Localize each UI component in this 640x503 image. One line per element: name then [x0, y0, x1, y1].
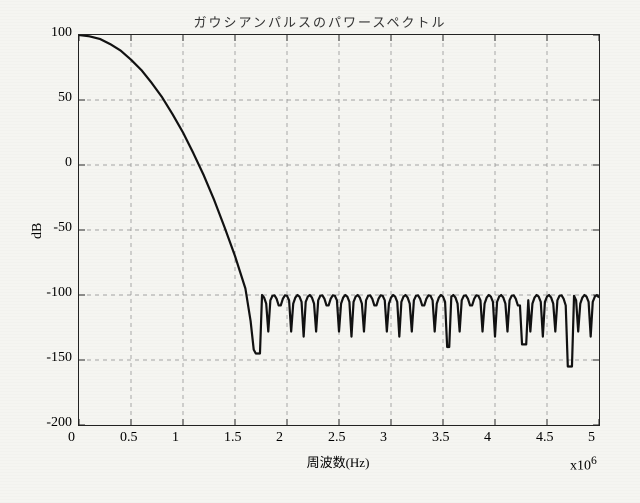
chart-title: ガウシアンパルスのパワースペクトル	[0, 12, 640, 31]
grid	[79, 35, 599, 425]
y-tick-label: -150	[32, 350, 72, 366]
x-tick-label: 2.5	[328, 430, 358, 446]
chart-container: ガウシアンパルスのパワースペクトル dB 周波数(Hz) x106 00.511…	[0, 0, 640, 503]
y-tick-label: -50	[32, 220, 72, 236]
y-tick-label: -200	[32, 415, 72, 431]
y-tick-label: 50	[32, 90, 72, 106]
x-tick-label: 0.5	[120, 430, 150, 446]
x-tick-label: 5	[588, 430, 618, 446]
x-tick-label: 3.5	[432, 430, 462, 446]
x-tick-label: 2	[276, 430, 306, 446]
y-tick-label: 0	[32, 155, 72, 171]
x-axis-label: 周波数(Hz)	[78, 452, 598, 471]
x-mult-base: x10	[570, 459, 591, 474]
y-tick-label: 100	[32, 25, 72, 41]
x-tick-label: 4.5	[536, 430, 566, 446]
x-axis-multiplier: x106	[570, 454, 597, 475]
x-tick-label: 4	[484, 430, 514, 446]
x-tick-label: 1.5	[224, 430, 254, 446]
x-tick-label: 3	[380, 430, 410, 446]
y-tick-label: -100	[32, 285, 72, 301]
x-tick-label: 1	[172, 430, 202, 446]
plot-area	[78, 34, 600, 426]
x-mult-exp: 6	[591, 454, 597, 467]
x-tick-label: 0	[68, 430, 98, 446]
plot-svg	[79, 35, 599, 425]
